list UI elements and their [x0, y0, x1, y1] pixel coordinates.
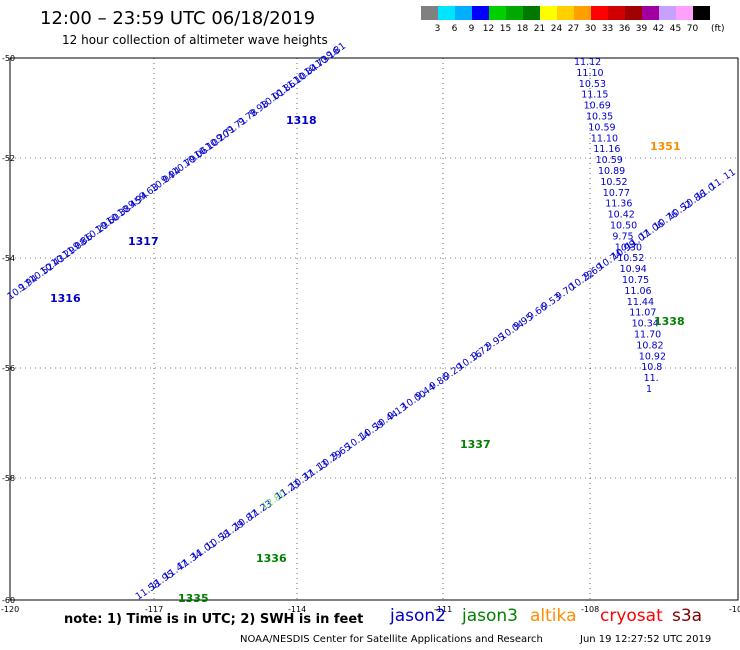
page-title: 12:00 – 23:59 UTC 06/18/2019	[40, 8, 316, 29]
swh-value: 10.59	[588, 122, 615, 133]
swh-value: 10.52	[617, 253, 644, 264]
colorbar-swatch	[659, 6, 676, 20]
legend-s3a: s3a	[672, 606, 703, 626]
colorbar-swatch	[676, 6, 693, 20]
pass-number-label: 1318	[286, 114, 317, 127]
swh-value: 11.16	[593, 144, 620, 155]
pass-number-label: 1316	[50, 292, 81, 305]
swh-value: 10.82	[636, 340, 663, 351]
swh-value: 10.75	[622, 275, 649, 286]
pass-number-label: 1338	[654, 315, 685, 328]
colorbar-label: 36	[618, 24, 631, 34]
swh-value: 10.34	[632, 319, 659, 330]
colorbar-label: 33	[601, 24, 614, 34]
swh-value: 11.70	[634, 330, 661, 341]
colorbar-label: 39	[635, 24, 648, 34]
pass-number-label: 1351	[650, 140, 681, 153]
swh-value: 10.92	[639, 351, 666, 362]
colorbar-swatch	[625, 6, 642, 20]
map-frame	[9, 57, 739, 601]
colorbar-label: 6	[451, 24, 458, 34]
swh-value: 10.69	[584, 101, 611, 112]
swh-value: 10.35	[586, 112, 613, 123]
colorbar-swatch	[472, 6, 489, 20]
map-grid	[10, 58, 738, 600]
legend-cryosat: cryosat	[600, 606, 663, 626]
pass-number-label: 1337	[460, 438, 491, 451]
page-subtitle: 12 hour collection of altimeter wave hei…	[62, 33, 328, 47]
latitude-label: -58	[2, 474, 15, 483]
colorbar-swatch	[557, 6, 574, 20]
colorbar-label: 42	[652, 24, 665, 34]
colorbar-label: 70	[686, 24, 699, 34]
swh-value: 10.42	[608, 210, 635, 221]
pass-number-label: 1335	[178, 592, 209, 605]
swh-value: 10.30	[615, 242, 642, 253]
longitude-label: -105	[729, 605, 740, 614]
latitude-label: -54	[2, 254, 15, 263]
colorbar-swatch	[438, 6, 455, 20]
credit-line: NOAA/NESDIS Center for Satellite Applica…	[240, 634, 543, 645]
latitude-label: -56	[2, 364, 15, 373]
swh-value: 10.59	[596, 155, 623, 166]
swh-value: 10.52	[600, 177, 627, 188]
latitude-label: -52	[2, 154, 15, 163]
colorbar-label: 18	[516, 24, 529, 34]
longitude-label: -108	[581, 605, 599, 614]
legend-jason2: jason2	[390, 606, 446, 626]
swh-value: 1	[646, 384, 652, 395]
generated-timestamp: Jun 19 12:27:52 UTC 2019	[580, 634, 712, 645]
colorbar-label: 3	[434, 24, 441, 34]
colorbar-label: 24	[550, 24, 563, 34]
colorbar-swatch	[608, 6, 625, 20]
colorbar-swatch	[506, 6, 523, 20]
colorbar-label: 9	[468, 24, 475, 34]
swh-value: 11.07	[629, 308, 656, 319]
swh-value: 11.12	[574, 57, 601, 68]
colorbar-label: 30	[584, 24, 597, 34]
colorbar-label: 12	[482, 24, 495, 34]
legend-jason3: jason3	[462, 606, 518, 626]
longitude-label: -111	[434, 605, 452, 614]
axis-labels: -50 -52 -54 -56 -58 -60-120 -117 -114 -111 -108 -1…	[1, 54, 740, 614]
footnote: note: 1) Time is in UTC; 2) SWH is in fe…	[64, 612, 364, 627]
swh-value: 9.75	[612, 231, 633, 242]
colorbar-swatch	[591, 6, 608, 20]
swh-value: 11.10	[591, 133, 618, 144]
colorbar-label: 45	[669, 24, 682, 34]
colorbar-label: 27	[567, 24, 580, 34]
pass-number-label: 1336	[256, 552, 287, 565]
swh-value: 10.53	[579, 79, 606, 90]
colorbar-unit: (ft)	[711, 24, 725, 34]
swh-value: 11.44	[627, 297, 654, 308]
colorbar-label: 21	[533, 24, 546, 34]
colorbar-swatch	[574, 6, 591, 20]
colorbar-swatch	[421, 6, 438, 20]
longitude-label: -120	[1, 605, 19, 614]
swh-value: 11.	[644, 373, 659, 384]
pass-number-label: 1317	[128, 235, 159, 248]
colorbar-swatch	[455, 6, 472, 20]
colorbar-swatch	[489, 6, 506, 20]
swh-value: 10.8	[641, 362, 662, 373]
colorbar-swatch	[693, 6, 710, 20]
swh-value: 10.89	[598, 166, 625, 177]
colorbar-swatch	[540, 6, 557, 20]
swh-value: 11.10	[576, 68, 603, 79]
longitude-label: -114	[288, 605, 306, 614]
swh-value: 10.94	[620, 264, 647, 275]
swh-value: 11.15	[581, 90, 608, 101]
longitude-label: -117	[145, 605, 163, 614]
colorbar-swatch	[642, 6, 659, 20]
swh-value: 11.36	[605, 199, 632, 210]
colorbar-label: 15	[499, 24, 512, 34]
colorbar-swatch	[523, 6, 540, 20]
latitude-label: -50	[2, 54, 15, 63]
legend-altika: altika	[530, 606, 577, 626]
swh-value: 10.77	[603, 188, 630, 199]
latitude-label: -60	[2, 596, 15, 605]
swh-value: 11.06	[624, 286, 651, 297]
swh-value: 10.50	[610, 221, 637, 232]
